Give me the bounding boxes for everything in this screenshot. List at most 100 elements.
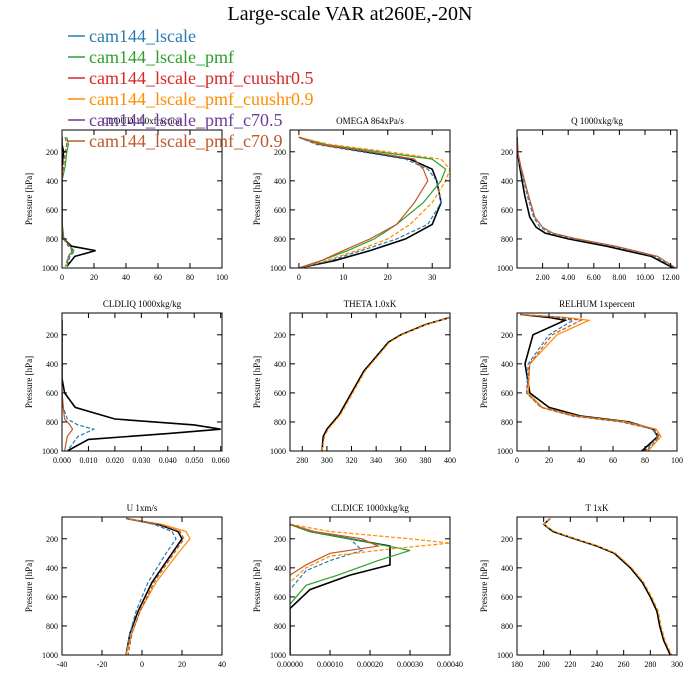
series-group (62, 137, 96, 267)
x-tick-label: 6.00 (587, 273, 601, 282)
series-group (517, 137, 677, 268)
y-tick-label: 400 (46, 177, 58, 186)
y-tick-label: 1000 (497, 651, 513, 660)
panel-title: CLDLIQ 1000xkg/kg (103, 299, 182, 309)
legend-label: cam144_lscale_pmf_c70.5 (89, 110, 282, 130)
x-tick-label: 0.00030 (397, 660, 423, 669)
series-line-cam144_lscale_pmf_cuushr0.9 (542, 518, 673, 655)
y-tick-label: 200 (274, 148, 286, 157)
y-tick-label: 800 (46, 418, 58, 427)
series-line-control (125, 517, 183, 655)
y-tick-label: 800 (501, 622, 513, 631)
series-line-cam144_lscale (125, 517, 177, 655)
series-line-cam144_lscale (520, 313, 659, 451)
y-axis-label: Pressure [hPa] (24, 560, 34, 612)
y-tick-label: 400 (501, 564, 513, 573)
panel-title: U 1xm/s (127, 503, 158, 513)
x-tick-label: 20 (384, 273, 392, 282)
x-tick-label: 80 (641, 456, 649, 465)
plot-frame (516, 129, 678, 269)
y-axis-label: Pressure [hPa] (252, 560, 262, 612)
series-line-cam144_lscale_pmf_c70.9 (298, 136, 429, 268)
x-tick-label: 0.020 (106, 456, 124, 465)
series-line-cam144_lscale_pmf_c70.9 (517, 137, 677, 268)
y-tick-label: 1000 (497, 264, 513, 273)
x-tick-label: 100 (216, 273, 228, 282)
x-tick-label: 280 (296, 456, 308, 465)
y-tick-label: 1000 (42, 651, 58, 660)
x-tick-label: 100 (671, 456, 683, 465)
panel-title: CLDICE 1000xkg/kg (331, 503, 409, 513)
x-tick-label: 10 (339, 273, 347, 282)
y-tick-label: 200 (46, 148, 58, 157)
y-tick-label: 800 (274, 418, 286, 427)
legend-label: cam144_lscale (89, 26, 196, 46)
series-line-cam144_lscale_pmf_c70.9 (125, 517, 185, 655)
series-line-control (542, 517, 672, 655)
series-line-cam144_lscale (62, 320, 96, 451)
y-tick-label: 200 (46, 331, 58, 340)
series-group (125, 517, 191, 655)
x-tick-label: 2.00 (536, 273, 550, 282)
x-tick-label: 280 (644, 660, 656, 669)
series-group (520, 313, 662, 451)
x-tick-label: 8.00 (612, 273, 626, 282)
x-tick-label: 40 (218, 660, 226, 669)
x-tick-label: 20 (178, 660, 186, 669)
panel-2: 0 10 20 30 200 400 600 800 1000 OMEGA 864xPa/s Pre… (252, 116, 451, 282)
panel-title: T 1xK (585, 503, 609, 513)
x-tick-label: 60 (609, 456, 617, 465)
y-tick-label: 800 (501, 235, 513, 244)
y-tick-label: 600 (274, 389, 286, 398)
x-tick-label: 300 (321, 456, 333, 465)
y-tick-label: 400 (274, 564, 286, 573)
x-tick-label: 0.00020 (357, 660, 383, 669)
y-tick-label: 600 (46, 593, 58, 602)
x-tick-label: 0.00000 (277, 660, 303, 669)
series-group (321, 316, 450, 451)
series-line-cam144_lscale_pmf_c70.9 (520, 313, 661, 451)
legend-item: cam144_lscale_pmf_cuushr0.5 (68, 68, 313, 88)
x-tick-label: -20 (97, 660, 108, 669)
y-tick-label: 800 (46, 235, 58, 244)
y-tick-label: 1000 (42, 447, 58, 456)
x-tick-label: 0.040 (159, 456, 177, 465)
series-line-cam144_lscale_pmf_c70.9 (290, 523, 381, 576)
panel-7: -40 -20 0 20 40 200 400 600 800 1000 U 1xm/s Pressu… (24, 503, 226, 669)
y-tick-label: 200 (501, 148, 513, 157)
panel-5: 280 300 320 340 360 380 400 200 400 600 800 1000 THE… (252, 299, 456, 465)
series-line-cam144_lscale_pmf (298, 136, 447, 268)
y-tick-label: 400 (46, 360, 58, 369)
plot-frame (516, 312, 678, 452)
y-tick-label: 400 (501, 177, 513, 186)
legend: cam144_lscalecam144_lscale_pmfcam144_lsc… (68, 26, 313, 151)
x-tick-label: 30 (428, 273, 436, 282)
x-tick-label: 0.050 (185, 456, 203, 465)
x-tick-label: 0.00010 (317, 660, 343, 669)
series-line-cam144_lscale (290, 523, 364, 655)
panel-1: 0 20 40 60 80 100 200 400 600 800 1000 CLOUD 100xfr… (24, 116, 228, 282)
series-line-cam144_lscale (517, 137, 675, 268)
x-tick-label: 240 (591, 660, 603, 669)
x-tick-label: 0.010 (79, 456, 97, 465)
y-tick-label: 400 (274, 177, 286, 186)
y-tick-label: 600 (501, 593, 513, 602)
plot-frame (61, 516, 223, 656)
x-tick-label: 0.00040 (437, 660, 463, 669)
x-tick-label: 40 (122, 273, 130, 282)
y-tick-label: 200 (46, 535, 58, 544)
x-tick-label: -40 (57, 660, 68, 669)
legend-item: cam144_lscale_pmf_c70.9 (68, 131, 282, 151)
y-tick-label: 1000 (270, 264, 286, 273)
series-line-cam144_lscale_pmf_cuushr0.9 (298, 136, 450, 268)
x-tick-label: 0.030 (132, 456, 150, 465)
series-line-cam144_lscale_pmf_cuushr0.9 (125, 517, 191, 655)
series-group (290, 523, 450, 655)
x-tick-label: 180 (511, 660, 523, 669)
x-tick-label: 360 (395, 456, 407, 465)
y-axis-label: Pressure [hPa] (24, 356, 34, 408)
series-line-cam144_lscale_pmf_cuushr0.9 (290, 523, 450, 583)
y-tick-label: 600 (501, 389, 513, 398)
panel-8: 0.00000 0.00010 0.00020 0.00030 0.00040 200 40… (252, 503, 463, 669)
y-tick-label: 600 (46, 389, 58, 398)
